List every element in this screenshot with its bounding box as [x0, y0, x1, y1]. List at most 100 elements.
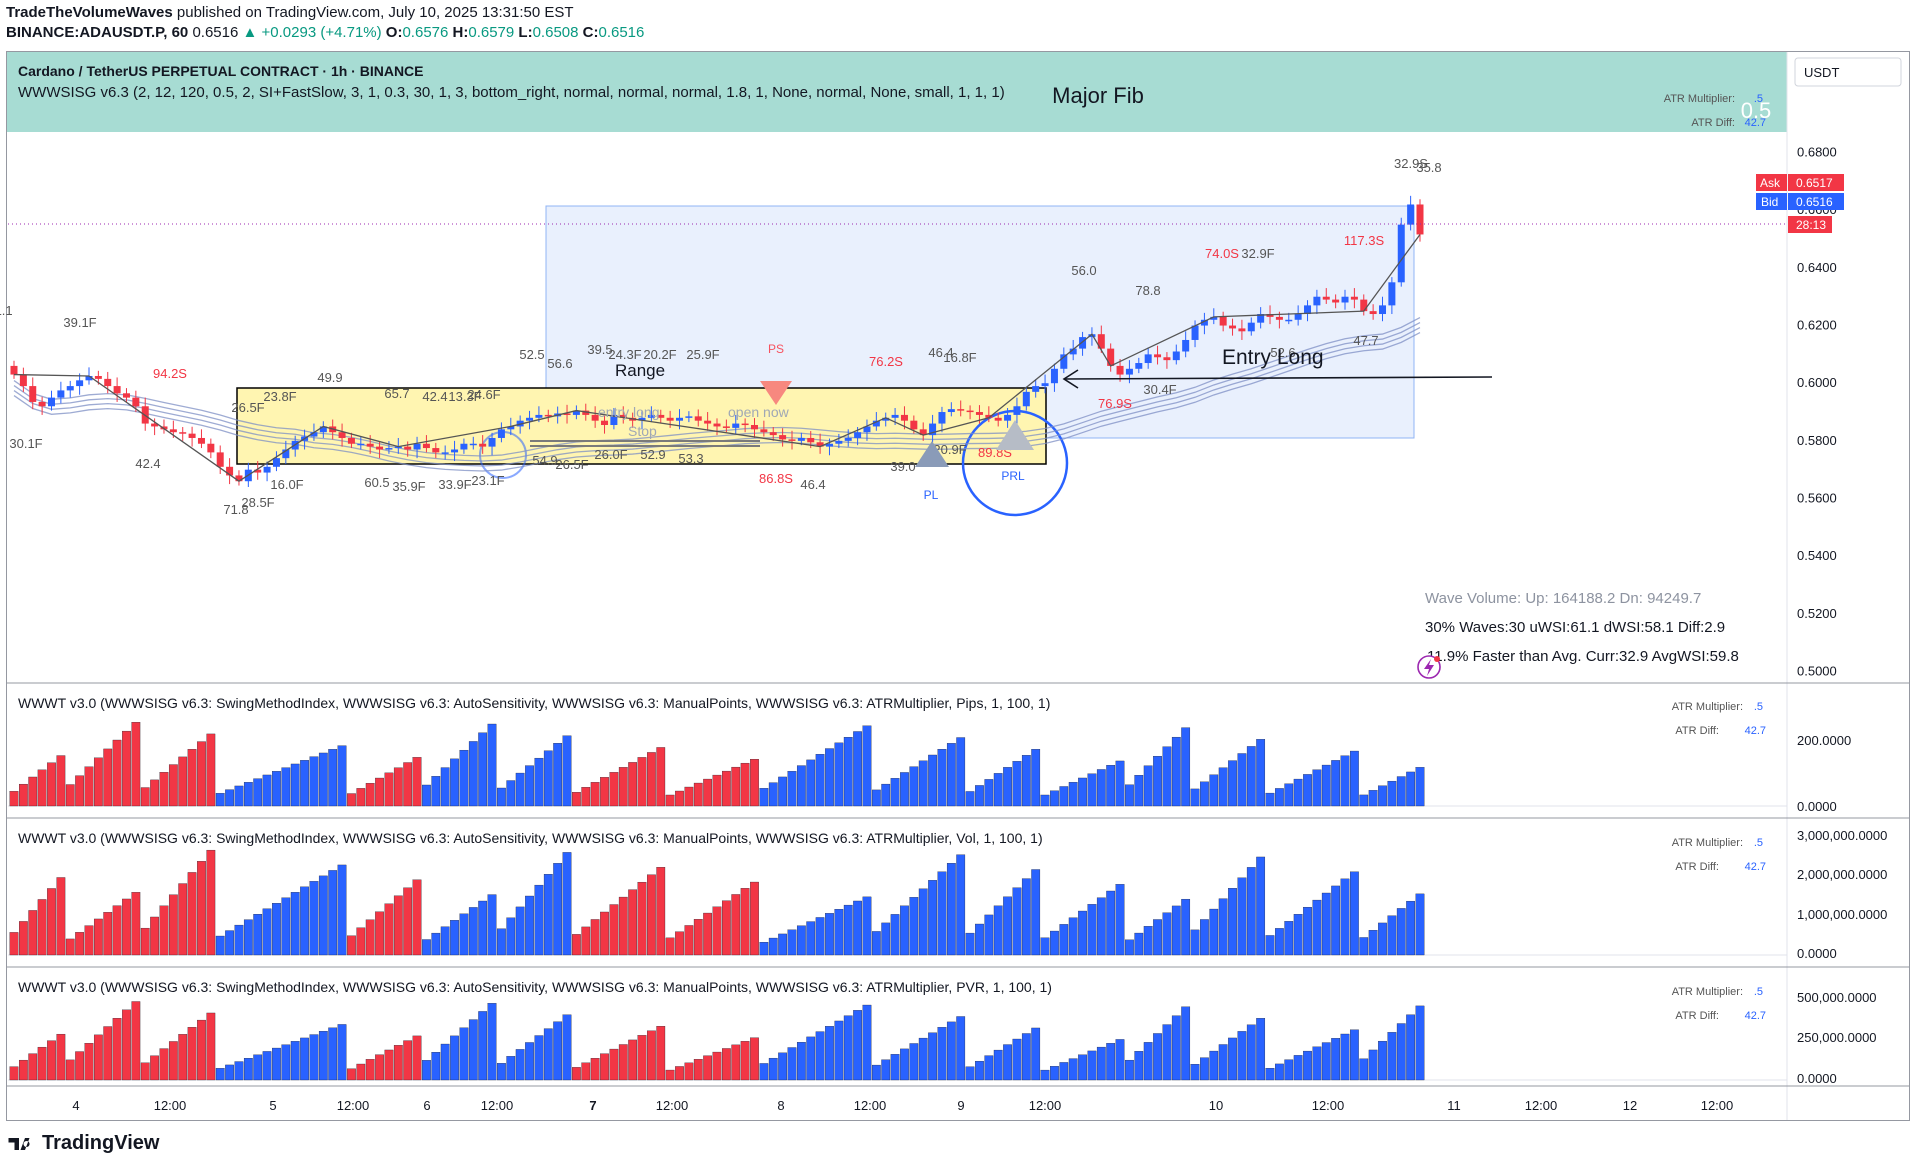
histogram-bar — [75, 775, 84, 807]
lightning-icon[interactable] — [1417, 655, 1441, 679]
tradingview-footer[interactable]: TradingView — [8, 1132, 159, 1155]
candle-body — [47, 397, 55, 407]
histogram-bar — [1387, 780, 1397, 807]
pips-pane[interactable]: WWWT v3.0 (WWWSISG v6.3: SwingMethodInde… — [18, 695, 1851, 814]
wave-label: 49.9 — [317, 370, 342, 385]
histogram-bar — [600, 911, 609, 956]
histogram-bar — [1162, 1024, 1172, 1081]
candle-body — [966, 410, 974, 413]
candle-body — [666, 417, 674, 421]
brand-name: TradingView — [42, 1132, 160, 1154]
histogram-bar — [356, 1063, 366, 1081]
histogram-bar — [900, 905, 909, 956]
histogram-bar — [272, 1047, 281, 1081]
histogram-bar — [1059, 1062, 1069, 1081]
histogram-bar — [1303, 774, 1312, 807]
histogram-bar — [243, 1058, 253, 1081]
main-indicator-legend: WWWSISG v6.3 (2, 12, 120, 0.5, 2, SI+Fas… — [18, 84, 1005, 101]
time-axis[interactable]: 4 12:00 5 12:00 6 12:00 7 12:00 8 12:00 9 12:00 10 12… — [72, 1098, 1733, 1113]
histogram-bar — [1359, 937, 1369, 956]
entry-arrow-line[interactable] — [1063, 376, 1493, 380]
pane-1-axis-high: 200.0000 — [1797, 733, 1851, 748]
pane-2-atr-diff-value: 42.7 — [1745, 861, 1766, 873]
prl-label: PRL — [1001, 469, 1025, 483]
last-price: 0.6516 — [192, 24, 239, 41]
entry-long-label[interactable]: Entry Long — [1222, 346, 1324, 369]
histogram-bar — [946, 743, 956, 807]
histogram-bar — [440, 926, 450, 956]
histogram-bar — [787, 929, 797, 956]
histogram-bar — [328, 870, 338, 956]
ps-label: PS — [768, 342, 784, 356]
wave-label: 30.1F — [9, 436, 42, 451]
candle-body — [197, 437, 205, 444]
histogram-bar — [1068, 917, 1078, 956]
histogram-bar — [1096, 897, 1106, 956]
histogram-bar — [19, 921, 28, 956]
open-label: O: — [385, 24, 403, 41]
histogram-bar — [909, 766, 919, 807]
histogram-bar — [37, 769, 47, 807]
candle-body — [460, 443, 468, 450]
wave-label: 74.0S — [1205, 246, 1239, 261]
publish-header: TradeTheVolumeWaves published on Trading… — [6, 4, 574, 21]
currency-label: USDT — [1804, 65, 1839, 80]
histogram-bar — [150, 779, 159, 807]
author-name[interactable]: TradeTheVolumeWaves — [6, 4, 173, 21]
histogram-bar — [272, 903, 281, 956]
candle-body — [835, 440, 843, 444]
currency-selector[interactable] — [1794, 57, 1902, 87]
histogram-bar — [815, 917, 825, 956]
histogram-bar — [956, 854, 966, 956]
time-tick-8: 8 — [777, 1098, 784, 1113]
histogram-bar — [1106, 890, 1116, 956]
histogram-bar — [515, 772, 525, 807]
pvr-pane[interactable]: WWWT v3.0 (WWWSISG v6.3: SwingMethodInde… — [18, 979, 1877, 1086]
candle-body — [347, 437, 355, 444]
time-tick-13: 12:00 — [1312, 1098, 1345, 1113]
wave-label: 39.0 — [890, 459, 915, 474]
histogram-bar — [1021, 755, 1031, 807]
histogram-bar — [1115, 1039, 1125, 1081]
pane-2-atr-mult-label: ATR Multiplier: — [1672, 837, 1743, 849]
price-axis[interactable]: 0.68000.66000.64000.62000.60000.58000.56… — [1797, 145, 1837, 679]
candle-body — [1229, 325, 1237, 329]
wave-label: 35.9F — [392, 479, 425, 494]
histogram-bar — [1312, 899, 1322, 956]
histogram-bar — [1003, 896, 1012, 956]
range-label[interactable]: Range — [615, 361, 665, 380]
histogram-bar — [450, 920, 459, 956]
histogram-bar — [1378, 922, 1387, 956]
histogram-bar — [1209, 774, 1219, 807]
pane-2-legend: WWWT v3.0 (WWWSISG v6.3: SwingMethodInde… — [18, 830, 1043, 846]
histogram-bar — [890, 778, 900, 807]
histogram-bar — [1031, 869, 1041, 956]
symbol: BINANCE:ADAUSDT.P, 60 — [6, 24, 189, 41]
histogram-bar — [1050, 790, 1059, 807]
histogram-bar — [1181, 727, 1191, 807]
candle-body — [647, 414, 655, 418]
candle-body — [535, 414, 543, 418]
histogram-bar — [984, 914, 994, 956]
chart-frame[interactable] — [6, 51, 1910, 1121]
wave-label: 52.6 — [1270, 345, 1295, 360]
price-tick-3: 0.6200 — [1797, 318, 1837, 333]
time-tick-11: 12:00 — [1029, 1098, 1062, 1113]
candle-body — [357, 443, 365, 446]
histogram-bar — [103, 912, 113, 956]
histogram-bar — [656, 1026, 666, 1081]
wave-label: 13.3F — [448, 389, 481, 404]
histogram-bar — [731, 1044, 741, 1081]
histogram-bar — [506, 780, 516, 807]
histogram-bar — [168, 764, 178, 807]
candle-body — [750, 425, 758, 430]
candle-body — [10, 365, 18, 375]
histogram-bar — [440, 767, 450, 807]
histogram-bar — [806, 759, 816, 807]
histogram-bar — [843, 904, 853, 956]
histogram-bar — [656, 747, 666, 807]
histogram-bar — [1012, 887, 1022, 956]
histogram-bar — [347, 793, 356, 807]
volume-pane[interactable]: WWWT v3.0 (WWWSISG v6.3: SwingMethodInde… — [18, 828, 1887, 961]
